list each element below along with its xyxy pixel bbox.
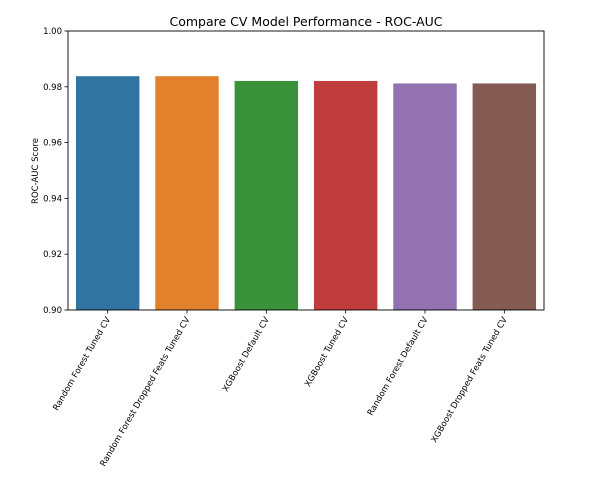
x-tick-label: Random Forest Dropped Feats Tuned CV: [98, 315, 192, 468]
y-tick-label: 0.94: [43, 194, 62, 204]
y-tick-label: 0.96: [43, 139, 62, 149]
bars-group: [75, 76, 537, 311]
y-tick-label: 0.92: [43, 250, 62, 260]
bar: [75, 76, 140, 310]
y-axis-label: ROC-AUC Score: [31, 138, 41, 204]
x-tick-label: Random Forest Default CV: [366, 315, 431, 417]
y-tick-label: 0.98: [43, 83, 62, 93]
bar: [472, 83, 537, 311]
y-axis: 0.90 0.92 0.94 0.96 0.98 1.00: [43, 27, 68, 316]
bar: [313, 80, 378, 310]
bar: [393, 83, 457, 311]
chart-title: Compare CV Model Performance - ROC-AUC: [169, 14, 442, 29]
x-tick-label: Random Forest Tuned CV: [51, 315, 113, 412]
y-tick-label: 0.90: [43, 306, 62, 316]
x-tick-label: XGBoost Dropped Feats Tuned CV: [430, 315, 510, 444]
bar: [155, 76, 219, 310]
x-tick-label: XGBoost Tuned CV: [303, 315, 351, 388]
x-tick-label: XGBoost Default CV: [221, 315, 272, 393]
plot-frame: [67, 30, 545, 311]
y-tick-label: 1.00: [43, 27, 62, 37]
bar: [234, 80, 299, 310]
